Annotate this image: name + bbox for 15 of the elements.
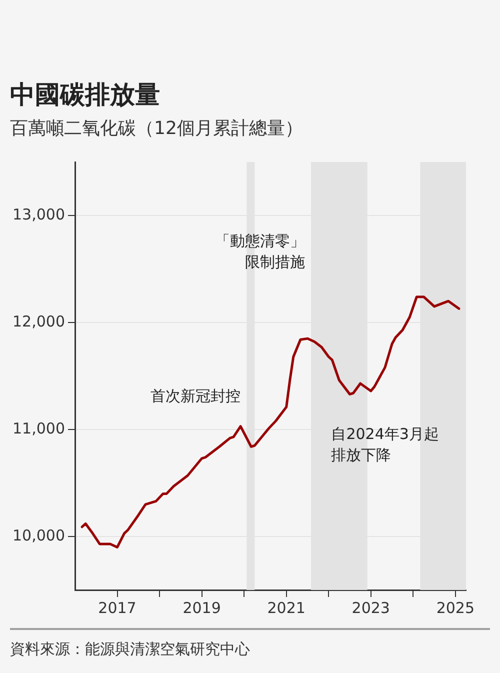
band-label: 「動態清零」限制措施 (215, 232, 306, 271)
x-tick-label: 2025 (436, 598, 475, 617)
band-label: 自2024年3月起排放下降 (331, 424, 439, 464)
y-tick-label: 11,000 (12, 419, 65, 438)
x-tick-label: 2017 (98, 598, 136, 617)
y-tick-label: 13,000 (12, 205, 65, 224)
band-label: 首次新冠封控 (150, 386, 241, 405)
x-tick-label: 2019 (182, 598, 221, 617)
chart-subtitle: 百萬噸二氧化碳（12個月累計總量） (10, 117, 303, 140)
y-tick-label: 10,000 (12, 526, 65, 544)
x-tick-label: 2023 (352, 598, 390, 617)
chart-title: 中國碳排放量 (10, 79, 160, 111)
y-tick-label: 12,000 (12, 312, 65, 330)
source-note: 資料來源：能源與清潔空氣研究中心 (10, 640, 250, 659)
x-tick-label: 2021 (267, 598, 306, 617)
